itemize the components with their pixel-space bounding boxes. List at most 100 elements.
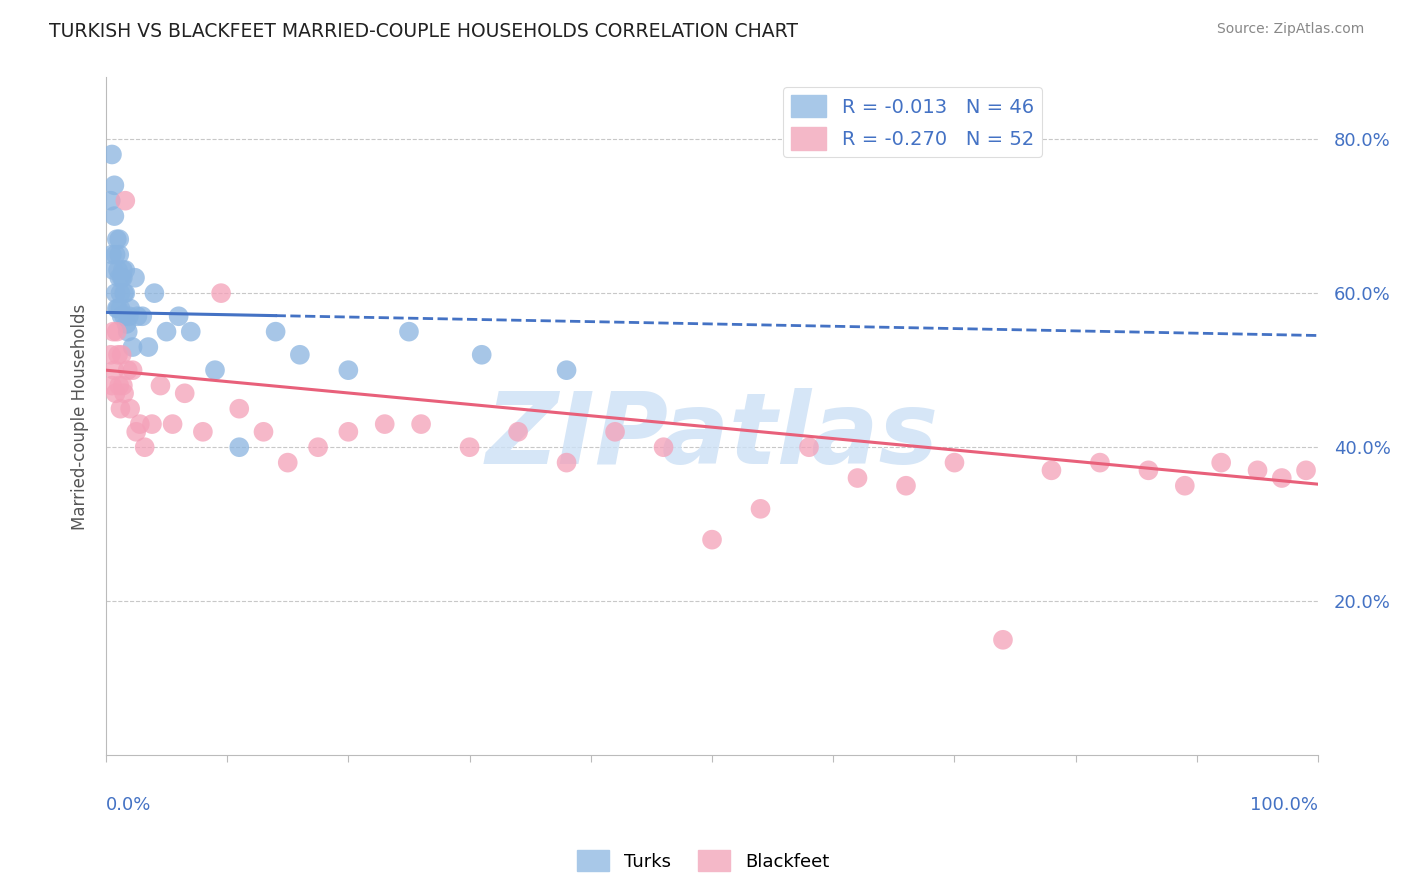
Point	[131, 310, 153, 324]
Point	[101, 325, 124, 339]
Point	[111, 310, 134, 324]
Point	[117, 363, 139, 377]
Point	[111, 270, 134, 285]
Point	[103, 209, 125, 223]
Point	[108, 270, 131, 285]
Point	[398, 325, 420, 339]
Point	[110, 401, 132, 416]
Point	[100, 348, 122, 362]
Point	[104, 386, 127, 401]
Point	[111, 378, 134, 392]
Point	[120, 301, 142, 316]
Point	[506, 425, 529, 439]
Point	[127, 310, 149, 324]
Point	[555, 456, 578, 470]
Point	[124, 270, 146, 285]
Point	[111, 263, 134, 277]
Point	[105, 232, 128, 246]
Point	[991, 632, 1014, 647]
Point	[167, 310, 190, 324]
Point	[115, 317, 138, 331]
Point	[134, 440, 156, 454]
Point	[162, 417, 184, 431]
Point	[264, 325, 287, 339]
Legend: R = -0.013   N = 46, R = -0.270   N = 52: R = -0.013 N = 46, R = -0.270 N = 52	[783, 87, 1042, 157]
Y-axis label: Married-couple Households: Married-couple Households	[72, 303, 89, 530]
Point	[121, 340, 143, 354]
Point	[252, 425, 274, 439]
Point	[471, 348, 494, 362]
Point	[120, 401, 142, 416]
Point	[104, 247, 127, 261]
Point	[1246, 463, 1268, 477]
Point	[108, 247, 131, 261]
Point	[112, 310, 135, 324]
Point	[337, 425, 360, 439]
Point	[108, 378, 131, 392]
Point	[105, 325, 128, 339]
Text: Source: ZipAtlas.com: Source: ZipAtlas.com	[1216, 22, 1364, 37]
Point	[652, 440, 675, 454]
Point	[118, 310, 141, 324]
Point	[288, 348, 311, 362]
Point	[107, 348, 129, 362]
Point	[103, 178, 125, 193]
Point	[117, 325, 139, 339]
Point	[101, 247, 124, 261]
Text: TURKISH VS BLACKFEET MARRIED-COUPLE HOUSEHOLDS CORRELATION CHART: TURKISH VS BLACKFEET MARRIED-COUPLE HOUS…	[49, 22, 799, 41]
Point	[337, 363, 360, 377]
Point	[111, 270, 134, 285]
Point	[105, 301, 128, 316]
Point	[458, 440, 481, 454]
Point	[108, 232, 131, 246]
Point	[1174, 479, 1197, 493]
Point	[101, 147, 124, 161]
Point	[173, 386, 195, 401]
Point	[1137, 463, 1160, 477]
Point	[114, 286, 136, 301]
Point	[191, 425, 214, 439]
Text: 0.0%: 0.0%	[105, 796, 152, 814]
Point	[103, 363, 125, 377]
Point	[555, 363, 578, 377]
Point	[1271, 471, 1294, 485]
Point	[114, 194, 136, 208]
Point	[101, 378, 124, 392]
Point	[128, 417, 150, 431]
Point	[749, 501, 772, 516]
Point	[228, 401, 250, 416]
Point	[114, 263, 136, 277]
Point	[204, 363, 226, 377]
Point	[894, 479, 917, 493]
Point	[846, 471, 869, 485]
Point	[112, 286, 135, 301]
Point	[101, 263, 124, 277]
Legend: Turks, Blackfeet: Turks, Blackfeet	[569, 843, 837, 879]
Point	[112, 386, 135, 401]
Text: 100.0%: 100.0%	[1250, 796, 1319, 814]
Point	[1295, 463, 1317, 477]
Point	[121, 363, 143, 377]
Point	[307, 440, 329, 454]
Point	[943, 456, 966, 470]
Point	[1088, 456, 1111, 470]
Point	[603, 425, 626, 439]
Point	[797, 440, 820, 454]
Point	[107, 301, 129, 316]
Point	[155, 325, 177, 339]
Point	[138, 340, 160, 354]
Point	[110, 301, 132, 316]
Point	[700, 533, 723, 547]
Point	[277, 456, 299, 470]
Point	[143, 286, 166, 301]
Point	[125, 425, 148, 439]
Point	[180, 325, 202, 339]
Point	[100, 194, 122, 208]
Point	[110, 286, 132, 301]
Point	[228, 440, 250, 454]
Text: ZIPatlas: ZIPatlas	[485, 388, 939, 485]
Point	[104, 286, 127, 301]
Point	[209, 286, 232, 301]
Point	[374, 417, 396, 431]
Point	[1040, 463, 1063, 477]
